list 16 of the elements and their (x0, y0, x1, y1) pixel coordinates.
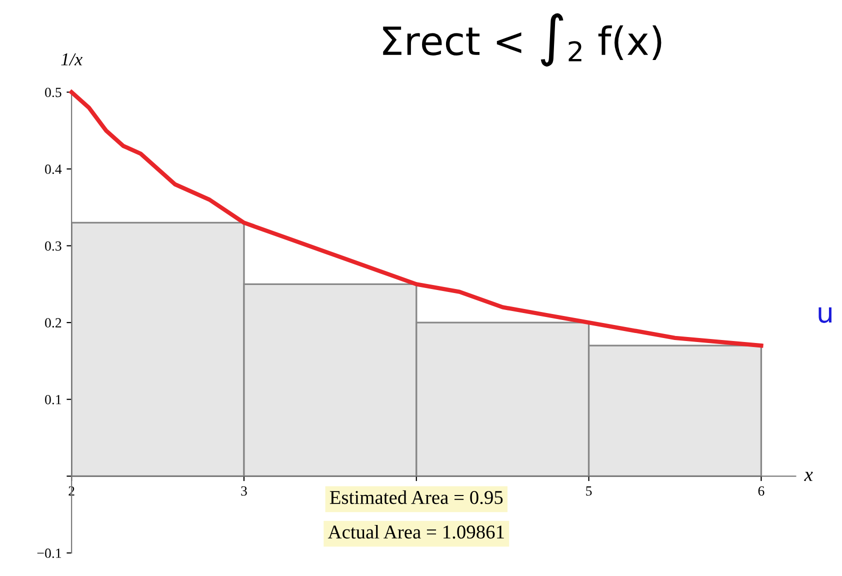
annotation: Estimated Area = 0.95 (330, 490, 503, 504)
y-tick-label: 0.5 (45, 88, 62, 98)
x-tick-label: 5 (586, 486, 592, 496)
y-tick-label: 0.2 (45, 318, 62, 328)
x-tick-label: 6 (758, 486, 764, 496)
y-tick-label: 0.3 (45, 241, 62, 251)
x-tick-label: 3 (241, 486, 247, 496)
text: u (818, 306, 832, 323)
y-axis-title: 1/x (61, 53, 82, 66)
annotation: Actual Area = 1.09861 (328, 524, 504, 539)
y-tick-label: −0.1 (37, 548, 62, 558)
y-tick-label: 0.1 (45, 394, 62, 404)
x-axis-title: x (804, 472, 813, 481)
y-tick-label: 0.4 (45, 164, 62, 174)
line-series (69, 90, 764, 348)
text: Σrect < ∫$_{2}$ f(x) (383, 13, 662, 67)
